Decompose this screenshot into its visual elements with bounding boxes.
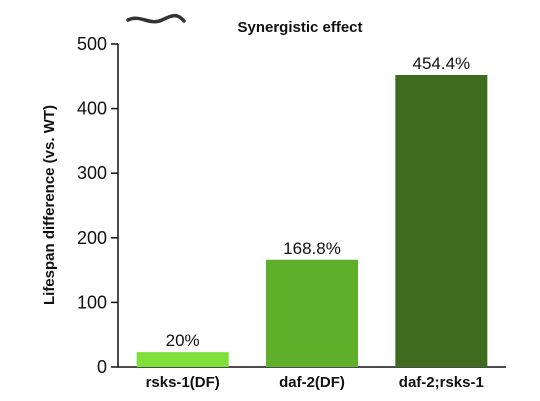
y-tick-label: 300 bbox=[77, 163, 107, 183]
bar-data-label: 454.4% bbox=[412, 54, 470, 73]
x-ticks: rsks-1(DF) daf-2(DF) daf-2;rsks-1 bbox=[146, 374, 484, 391]
bar bbox=[136, 352, 229, 367]
bar bbox=[395, 75, 488, 368]
data-labels: 20% 168.8% 454.4% bbox=[166, 54, 471, 350]
y-tick-label: 500 bbox=[77, 34, 107, 54]
chart-title: Synergistic effect bbox=[237, 19, 362, 36]
y-tick-label: 0 bbox=[97, 357, 107, 377]
x-tick-label: daf-2(DF) bbox=[279, 374, 345, 391]
y-tick-label: 100 bbox=[77, 292, 107, 312]
y-ticks: 0 100 200 300 400 500 bbox=[77, 34, 118, 377]
y-tick-label: 400 bbox=[77, 99, 107, 119]
worm-icon bbox=[126, 13, 186, 24]
y-axis-label: Lifespan difference (vs. WT) bbox=[41, 105, 58, 305]
bars bbox=[136, 75, 488, 368]
x-tick-label: rsks-1(DF) bbox=[146, 374, 220, 391]
x-tick-label: daf-2;rsks-1 bbox=[399, 374, 484, 391]
bar bbox=[266, 259, 358, 367]
bar-data-label: 20% bbox=[166, 331, 200, 350]
y-tick-label: 200 bbox=[77, 228, 107, 248]
bar-data-label: 168.8% bbox=[283, 239, 341, 258]
